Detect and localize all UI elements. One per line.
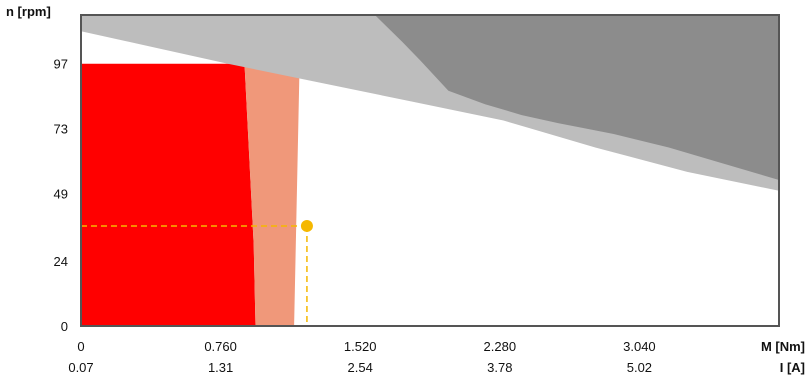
x2-tick-label: 1.31 <box>208 360 233 375</box>
plot-frame <box>80 14 780 327</box>
y-tick-label: 49 <box>54 186 68 201</box>
x-axis-ticks: 0 0.760 1.520 2.280 3.040 <box>77 339 655 354</box>
x2-tick-label: 5.02 <box>627 360 652 375</box>
y-tick-label: 73 <box>54 122 68 137</box>
current-limit-region <box>374 15 779 180</box>
y-axis-ticks: 0 24 49 73 97 <box>54 57 68 334</box>
x2-tick-label: 2.54 <box>348 360 373 375</box>
continuous-region <box>81 63 256 326</box>
x2-axis-ticks: 0.07 1.31 2.54 3.78 5.02 <box>68 360 652 375</box>
x2-axis-title: I [A] <box>780 360 805 375</box>
operating-point-marker <box>300 219 313 232</box>
plot-area <box>81 15 779 326</box>
y-tick-label: 24 <box>54 254 68 269</box>
x-tick-label: 3.040 <box>623 339 656 354</box>
x-tick-label: 1.520 <box>344 339 377 354</box>
x-axis-title: M [Nm] <box>761 339 805 354</box>
x-tick-label: 0 <box>77 339 84 354</box>
intermittent-region <box>244 63 300 326</box>
y-tick-label: 0 <box>61 319 68 334</box>
y-tick-label: 97 <box>54 57 68 72</box>
x2-tick-label: 3.78 <box>487 360 512 375</box>
y-axis-title: n [rpm] <box>6 4 51 19</box>
x2-tick-label: 0.07 <box>68 360 93 375</box>
x-tick-label: 2.280 <box>484 339 517 354</box>
x-tick-label: 0.760 <box>204 339 237 354</box>
